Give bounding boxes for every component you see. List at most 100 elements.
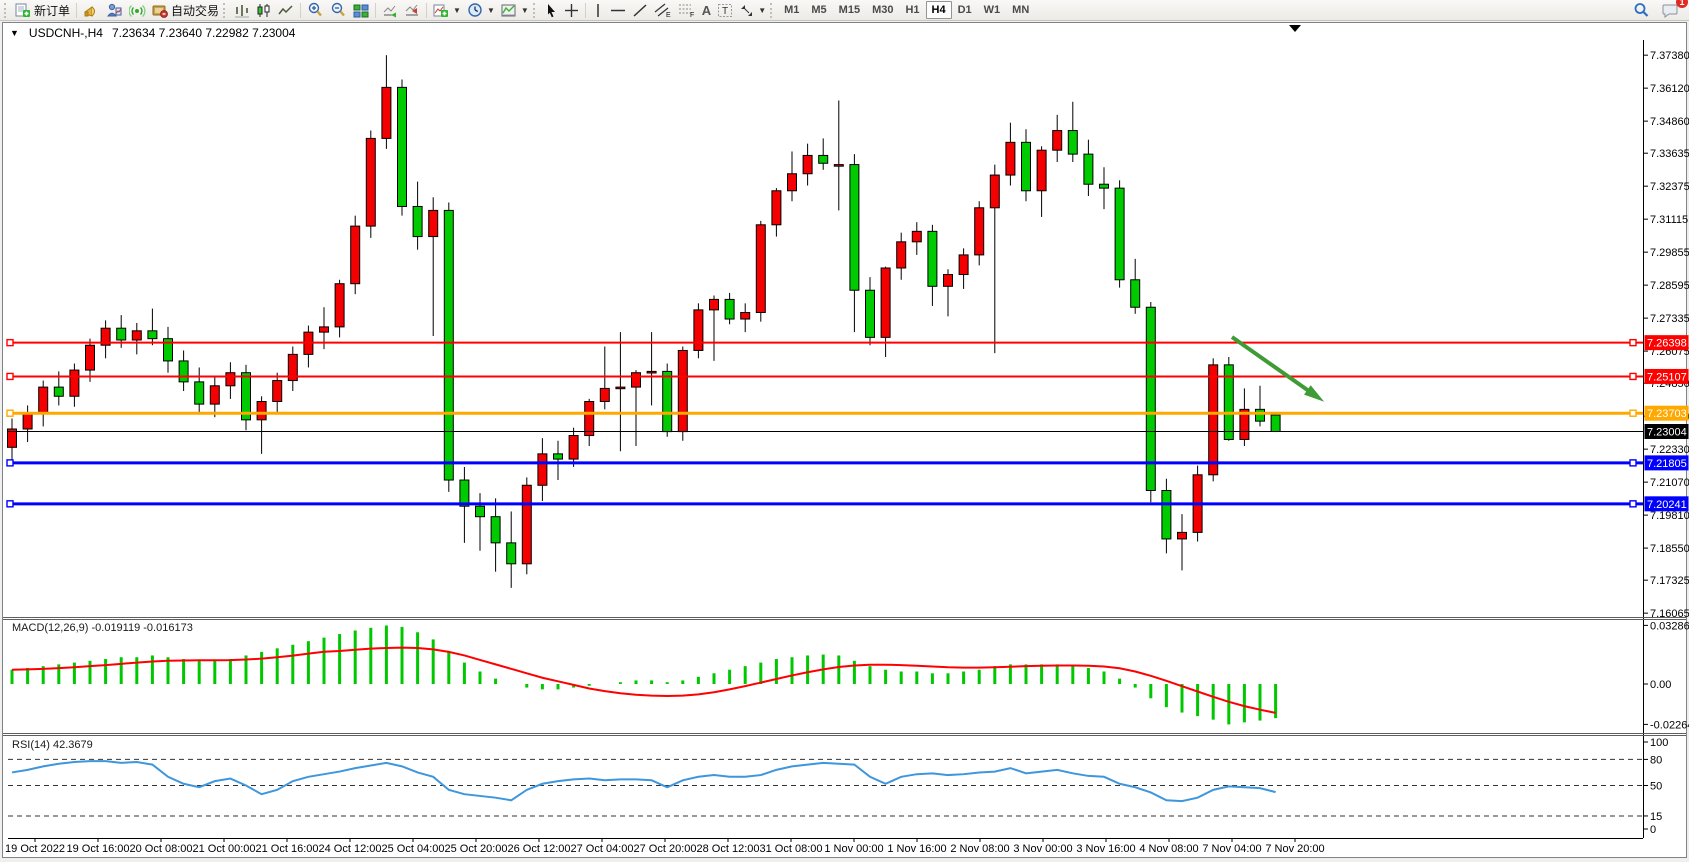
svg-text:25 Oct 20:00: 25 Oct 20:00 bbox=[445, 843, 508, 855]
collapse-icon[interactable]: ▼ bbox=[10, 28, 19, 38]
svg-text:25 Oct 04:00: 25 Oct 04:00 bbox=[382, 843, 445, 855]
timeframe-H1[interactable]: H1 bbox=[905, 4, 920, 16]
arrows-icon bbox=[739, 3, 754, 18]
svg-text:1 Nov 16:00: 1 Nov 16:00 bbox=[887, 843, 946, 855]
new-order-label: 新订单 bbox=[34, 3, 71, 18]
svg-text:0: 0 bbox=[1650, 824, 1656, 836]
chart-window bbox=[2, 22, 1687, 858]
svg-text:7 Nov 20:00: 7 Nov 20:00 bbox=[1265, 843, 1324, 855]
new-order-button[interactable]: 新订单 bbox=[12, 1, 73, 20]
vline-button[interactable] bbox=[589, 1, 607, 20]
trader-icon bbox=[106, 3, 123, 18]
toolbar-separator bbox=[584, 2, 586, 18]
timeframe-W1[interactable]: W1 bbox=[983, 4, 1001, 16]
svg-text:T: T bbox=[722, 6, 728, 17]
main-toolbar: 新订单 自动交易 ▼ ▼ ▼ E F A T ▼ M1 M5 M15 M30 H1 H4 D… bbox=[0, 0, 1689, 21]
line-chart-icon bbox=[278, 3, 294, 18]
macd-panel-label: MACD(12,26,9) -0.019119 -0.016173 bbox=[12, 622, 193, 634]
line-chart-button[interactable] bbox=[275, 1, 297, 20]
svg-text:27 Oct 04:00: 27 Oct 04:00 bbox=[571, 843, 634, 855]
toolbar-separator bbox=[426, 2, 428, 18]
cursor-button[interactable] bbox=[541, 1, 561, 20]
chart-shift-marker[interactable] bbox=[1289, 25, 1301, 32]
trader-button[interactable] bbox=[103, 1, 126, 20]
cursor-icon bbox=[544, 3, 558, 18]
toolbar-grip bbox=[223, 2, 227, 18]
radio-icon bbox=[129, 3, 146, 18]
search-button[interactable] bbox=[1630, 1, 1653, 20]
crosshair-button[interactable] bbox=[561, 1, 582, 20]
svg-text:-0.022641: -0.022641 bbox=[1650, 719, 1689, 731]
svg-text:7.27335: 7.27335 bbox=[1650, 313, 1689, 325]
svg-text:19 Oct 2022: 19 Oct 2022 bbox=[5, 843, 65, 855]
periods-icon bbox=[467, 2, 483, 18]
trendline-button[interactable] bbox=[629, 1, 651, 20]
chart-shift-icon bbox=[404, 3, 420, 18]
vline-icon bbox=[592, 3, 604, 18]
zoom-out-button[interactable] bbox=[327, 1, 350, 20]
timeframe-D1[interactable]: D1 bbox=[957, 4, 972, 16]
svg-text:F: F bbox=[690, 12, 694, 18]
zoom-in-icon bbox=[307, 2, 324, 18]
rsi-title: RSI(14) bbox=[12, 739, 50, 751]
notifications-button[interactable]: 1 bbox=[1659, 0, 1688, 20]
channel-icon: E bbox=[654, 2, 672, 18]
template-icon bbox=[501, 3, 517, 18]
svg-text:7 Nov 04:00: 7 Nov 04:00 bbox=[1202, 843, 1261, 855]
svg-text:4 Nov 08:00: 4 Nov 08:00 bbox=[1139, 843, 1198, 855]
svg-text:100: 100 bbox=[1650, 737, 1668, 749]
svg-text:7.22330: 7.22330 bbox=[1650, 444, 1689, 456]
indicators-icon bbox=[433, 3, 449, 18]
channel-button[interactable]: E bbox=[651, 1, 675, 20]
timeframe-M30[interactable]: M30 bbox=[872, 4, 894, 16]
autotrading-icon bbox=[152, 3, 168, 18]
svg-text:26 Oct 12:00: 26 Oct 12:00 bbox=[508, 843, 571, 855]
timeframe-group: M1 M5 M15 M30 H1 H4 D1 W1 MN bbox=[778, 1, 1035, 19]
hline-button[interactable] bbox=[607, 1, 629, 20]
trendline-icon bbox=[632, 3, 648, 18]
auto-trading-button[interactable]: 自动交易 bbox=[149, 1, 222, 20]
notification-badge: 1 bbox=[1676, 0, 1688, 8]
tile-windows-button[interactable] bbox=[350, 1, 372, 20]
svg-text:3 Nov 00:00: 3 Nov 00:00 bbox=[1013, 843, 1072, 855]
svg-text:7.37380: 7.37380 bbox=[1650, 50, 1689, 62]
auto-scroll-button[interactable] bbox=[379, 1, 401, 20]
bar-chart-button[interactable] bbox=[231, 1, 253, 20]
timeframe-M15[interactable]: M15 bbox=[838, 4, 861, 16]
chart-ohlc-values: 7.23634 7.23640 7.22982 7.23004 bbox=[111, 26, 296, 40]
fibonacci-button[interactable]: F bbox=[675, 1, 699, 20]
timeframe-M5[interactable]: M5 bbox=[811, 4, 827, 16]
svg-text:7.23004: 7.23004 bbox=[1647, 427, 1687, 439]
auto-trading-label: 自动交易 bbox=[171, 3, 220, 18]
svg-text:7.26398: 7.26398 bbox=[1647, 338, 1687, 350]
timeframe-M1[interactable]: M1 bbox=[784, 4, 800, 16]
chart-shift-button[interactable] bbox=[401, 1, 423, 20]
chevron-down-icon: ▼ bbox=[486, 5, 495, 15]
periods-button[interactable]: ▼ bbox=[464, 1, 498, 20]
svg-text:7.16065: 7.16065 bbox=[1650, 608, 1689, 620]
svg-text:21 Oct 00:00: 21 Oct 00:00 bbox=[193, 843, 256, 855]
radio-button[interactable] bbox=[126, 1, 149, 20]
zoom-in-button[interactable] bbox=[304, 1, 327, 20]
toolbar-grip bbox=[532, 2, 537, 18]
svg-text:27 Oct 20:00: 27 Oct 20:00 bbox=[634, 843, 697, 855]
template-button[interactable]: ▼ bbox=[498, 1, 532, 20]
arrows-button[interactable]: ▼ bbox=[736, 1, 769, 20]
toolbar-grip bbox=[770, 2, 774, 18]
text-button[interactable]: A bbox=[699, 1, 714, 20]
crosshair-icon bbox=[564, 3, 579, 18]
svg-text:7.34860: 7.34860 bbox=[1650, 116, 1689, 128]
svg-text:7.18550: 7.18550 bbox=[1650, 543, 1689, 555]
candlestick-button[interactable] bbox=[253, 1, 275, 20]
svg-text:0.00: 0.00 bbox=[1650, 679, 1671, 691]
svg-text:7.29855: 7.29855 bbox=[1650, 247, 1689, 259]
svg-text:7.20241: 7.20241 bbox=[1647, 499, 1687, 511]
svg-text:80: 80 bbox=[1650, 754, 1662, 766]
horn-button[interactable] bbox=[80, 1, 103, 20]
timeframe-H4[interactable]: H4 bbox=[925, 1, 952, 19]
timeframe-MN[interactable]: MN bbox=[1012, 4, 1030, 16]
indicators-button[interactable]: ▼ bbox=[430, 1, 464, 20]
svg-text:1 Nov 00:00: 1 Nov 00:00 bbox=[824, 843, 883, 855]
label-button[interactable]: T bbox=[714, 1, 736, 20]
